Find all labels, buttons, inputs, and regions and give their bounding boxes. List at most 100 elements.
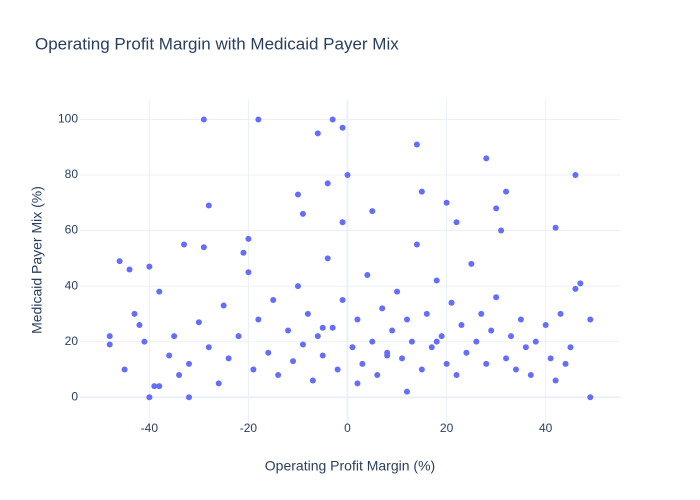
point bbox=[324, 180, 331, 187]
point bbox=[374, 372, 381, 378]
point bbox=[413, 241, 420, 248]
point bbox=[483, 360, 490, 367]
point bbox=[181, 241, 188, 248]
point bbox=[156, 383, 163, 390]
point bbox=[116, 258, 123, 265]
point bbox=[299, 341, 306, 348]
point bbox=[453, 219, 460, 226]
point bbox=[473, 338, 480, 345]
point bbox=[577, 280, 584, 287]
point bbox=[557, 310, 564, 317]
point bbox=[250, 366, 257, 373]
point bbox=[552, 377, 559, 384]
point bbox=[121, 366, 128, 373]
point bbox=[136, 322, 143, 328]
point bbox=[324, 255, 331, 262]
point bbox=[572, 172, 579, 178]
point bbox=[448, 299, 455, 306]
point bbox=[364, 272, 371, 278]
point bbox=[384, 352, 391, 359]
x-tick-label: -20 bbox=[240, 421, 258, 435]
point bbox=[235, 333, 242, 340]
point bbox=[339, 124, 346, 131]
point bbox=[438, 333, 445, 340]
point bbox=[498, 227, 505, 234]
point bbox=[572, 285, 579, 292]
point bbox=[567, 344, 574, 351]
point bbox=[443, 199, 450, 206]
point bbox=[126, 266, 133, 273]
point bbox=[468, 260, 475, 267]
point bbox=[265, 349, 272, 356]
y-tick-label: 80 bbox=[65, 167, 79, 181]
point bbox=[369, 208, 376, 215]
point bbox=[508, 333, 515, 340]
point bbox=[200, 116, 207, 123]
point bbox=[418, 188, 425, 195]
point bbox=[344, 172, 351, 178]
point bbox=[349, 344, 356, 351]
point bbox=[200, 244, 207, 251]
point bbox=[220, 302, 227, 309]
point bbox=[488, 327, 495, 334]
point bbox=[225, 355, 232, 362]
point bbox=[156, 288, 163, 295]
point bbox=[428, 344, 435, 351]
point bbox=[394, 288, 401, 295]
point bbox=[587, 394, 594, 401]
point bbox=[106, 341, 113, 348]
point bbox=[314, 333, 321, 340]
point bbox=[562, 360, 569, 367]
point bbox=[503, 355, 510, 362]
point bbox=[270, 297, 277, 303]
point bbox=[195, 319, 202, 326]
point bbox=[433, 277, 440, 284]
point bbox=[185, 394, 192, 401]
point bbox=[205, 202, 212, 209]
y-tick-label: 40 bbox=[65, 278, 79, 292]
point bbox=[319, 324, 326, 331]
point bbox=[413, 141, 420, 148]
point bbox=[334, 366, 341, 373]
point bbox=[403, 388, 410, 395]
x-tick-label: 40 bbox=[539, 421, 553, 435]
point bbox=[503, 188, 510, 195]
point bbox=[527, 372, 534, 378]
point bbox=[185, 360, 192, 367]
point bbox=[403, 316, 410, 323]
point bbox=[304, 310, 311, 317]
point bbox=[314, 130, 321, 137]
point bbox=[379, 305, 386, 312]
point bbox=[290, 358, 297, 365]
x-tick-label: 0 bbox=[344, 421, 351, 435]
point bbox=[339, 219, 346, 226]
point bbox=[463, 349, 470, 356]
point bbox=[359, 360, 366, 367]
point bbox=[146, 263, 153, 270]
point bbox=[453, 372, 460, 378]
point bbox=[294, 191, 301, 198]
point bbox=[131, 310, 138, 317]
x-tick-label: 20 bbox=[440, 421, 454, 435]
point bbox=[285, 327, 292, 334]
point bbox=[176, 372, 183, 378]
point bbox=[240, 249, 247, 256]
point bbox=[309, 377, 316, 384]
point bbox=[587, 316, 594, 323]
point bbox=[478, 310, 485, 317]
point bbox=[205, 344, 212, 351]
x-tick-label: -40 bbox=[141, 421, 159, 435]
point bbox=[245, 269, 252, 276]
point bbox=[146, 394, 153, 401]
point bbox=[512, 366, 519, 373]
point bbox=[151, 383, 158, 390]
point bbox=[319, 352, 326, 359]
y-tick-label: 20 bbox=[65, 334, 79, 348]
point bbox=[275, 372, 282, 378]
point bbox=[423, 310, 430, 317]
y-tick-label: 60 bbox=[65, 223, 79, 237]
point bbox=[547, 355, 554, 362]
point bbox=[408, 338, 415, 345]
point bbox=[299, 210, 306, 217]
